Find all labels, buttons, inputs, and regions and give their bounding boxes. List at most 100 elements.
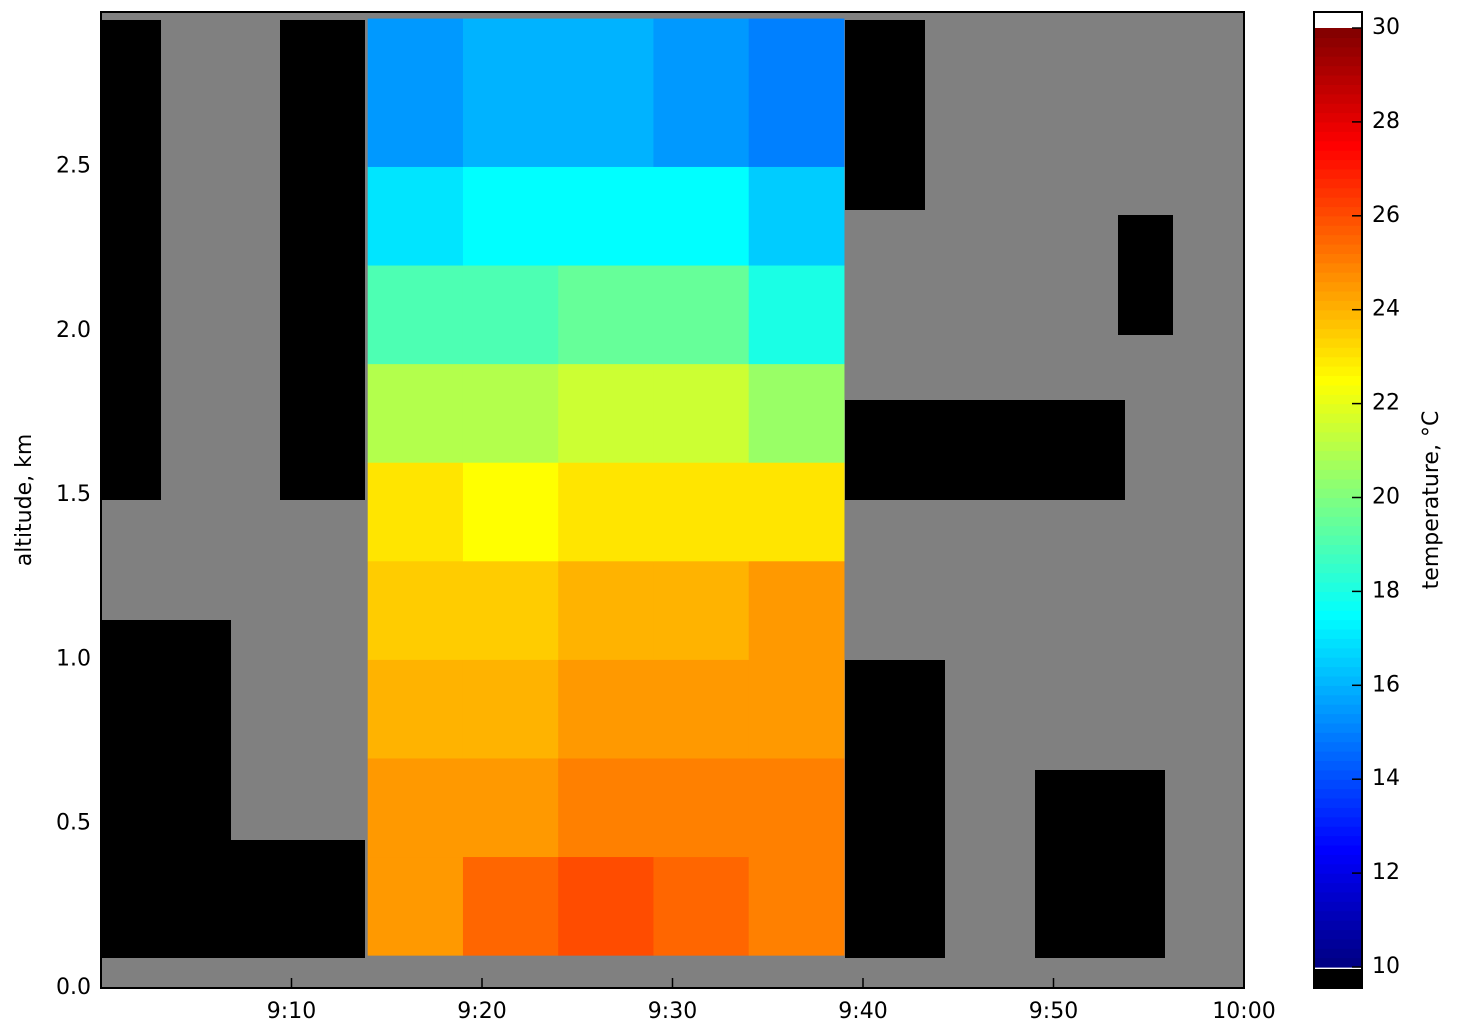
colorbar-segment [1314, 610, 1362, 621]
heat-cell [653, 757, 750, 858]
heat-cell [748, 462, 845, 562]
heat-cell [653, 659, 750, 759]
colorbar-segment [1314, 206, 1362, 217]
colorbar-segment [1314, 797, 1362, 808]
colorbar-tick-label: 22 [1372, 391, 1400, 416]
colorbar-tick-label: 16 [1372, 672, 1400, 697]
y-tick-label: 1.0 [56, 646, 91, 671]
colorbar-segment [1314, 290, 1362, 301]
colorbar-tick-label: 12 [1372, 860, 1400, 885]
colorbar-segment [1314, 948, 1362, 959]
x-tick-label: 9:10 [267, 999, 316, 1024]
heat-cell [462, 166, 559, 266]
colorbar-segment [1314, 366, 1362, 377]
colorbar-segment [1314, 910, 1362, 921]
colorbar-segment [1314, 253, 1362, 264]
heat-cell [367, 560, 464, 660]
colorbar-segment [1314, 225, 1362, 236]
colorbar-segment [1314, 375, 1362, 386]
colorbar-segment [1314, 816, 1362, 827]
colorbar-segment [1314, 901, 1362, 912]
colorbar-segment [1314, 563, 1362, 574]
heat-cell [462, 659, 559, 759]
heat-cell [558, 856, 654, 956]
colorbar-segment [1314, 535, 1362, 546]
heat-cell [748, 265, 845, 365]
y-tick-label: 0.0 [56, 975, 91, 1000]
colorbar-segment [1314, 422, 1362, 433]
heat-cell [653, 560, 750, 660]
colorbar-segment [1314, 591, 1362, 602]
heat-cell [462, 363, 559, 463]
colorbar-segment [1314, 873, 1362, 884]
heat-cell [748, 856, 845, 956]
heat-cell [462, 18, 559, 167]
colorbar-segment [1314, 459, 1362, 470]
colorbar-segment [1314, 732, 1362, 743]
colorbar-extend-high [1314, 12, 1362, 32]
colorbar-segment [1314, 243, 1362, 254]
heat-cell [367, 757, 464, 858]
colorbar-tick-label: 14 [1372, 766, 1400, 791]
colorbar-segment [1314, 666, 1362, 677]
heat-cell [748, 363, 845, 463]
x-tick-label: 9:30 [648, 999, 697, 1024]
heat-cell [653, 265, 750, 365]
colorbar-segment [1314, 178, 1362, 189]
heatmap [367, 18, 845, 956]
heat-cell [748, 560, 845, 660]
colorbar-tick-label: 28 [1372, 109, 1400, 134]
colorbar-segment [1314, 197, 1362, 208]
heat-cell [558, 18, 654, 167]
colorbar-segment [1314, 450, 1362, 461]
colorbar-segment [1314, 506, 1362, 517]
colorbar-segment [1314, 694, 1362, 705]
heat-cell [558, 166, 654, 266]
colorbar-segment [1314, 769, 1362, 780]
heat-cell [748, 659, 845, 759]
colorbar-segment [1314, 929, 1362, 940]
heat-cell [462, 462, 559, 562]
colorbar-segment [1314, 638, 1362, 649]
colorbar-segment [1314, 272, 1362, 283]
colorbar-tick-label: 26 [1372, 203, 1400, 228]
colorbar-segment [1314, 751, 1362, 762]
colorbar-segment [1314, 37, 1362, 48]
colorbar-segment [1314, 760, 1362, 771]
colorbar-tick-label: 30 [1372, 15, 1400, 40]
heat-cell [462, 757, 559, 858]
colorbar-segment [1314, 103, 1362, 114]
colorbar-segment [1314, 741, 1362, 752]
colorbar-segment [1314, 84, 1362, 95]
colorbar-segment [1314, 544, 1362, 555]
colorbar-segment [1314, 93, 1362, 104]
y-tick-label: 2.5 [56, 153, 91, 178]
colorbar-tick-label: 24 [1372, 297, 1400, 322]
heat-cell [558, 757, 654, 858]
colorbar-segment [1314, 704, 1362, 715]
heat-cell [462, 560, 559, 660]
colorbar-segment [1314, 300, 1362, 311]
colorbar [1313, 11, 1363, 989]
colorbar-segment [1314, 140, 1362, 151]
heat-cell [748, 757, 845, 858]
colorbar-segment [1314, 516, 1362, 527]
colorbar-segment [1314, 262, 1362, 273]
heat-cell [653, 462, 750, 562]
colorbar-segment [1314, 347, 1362, 358]
colorbar-segment [1314, 328, 1362, 339]
heat-cell [653, 363, 750, 463]
colorbar-segment [1314, 582, 1362, 592]
y-tick-label: 0.5 [56, 811, 91, 836]
heat-cell [558, 363, 654, 463]
colorbar-segment [1314, 431, 1362, 442]
colorbar-segment [1314, 497, 1362, 508]
colorbar-segment [1314, 469, 1362, 480]
colorbar-segment [1314, 863, 1362, 874]
colorbar-label: temperature, °C [1419, 411, 1444, 590]
colorbar-segment [1314, 46, 1362, 57]
y-tick-label: 2.0 [56, 318, 91, 343]
colorbar-segment [1314, 65, 1362, 76]
heat-cell [748, 166, 845, 266]
heat-cell [462, 265, 559, 365]
